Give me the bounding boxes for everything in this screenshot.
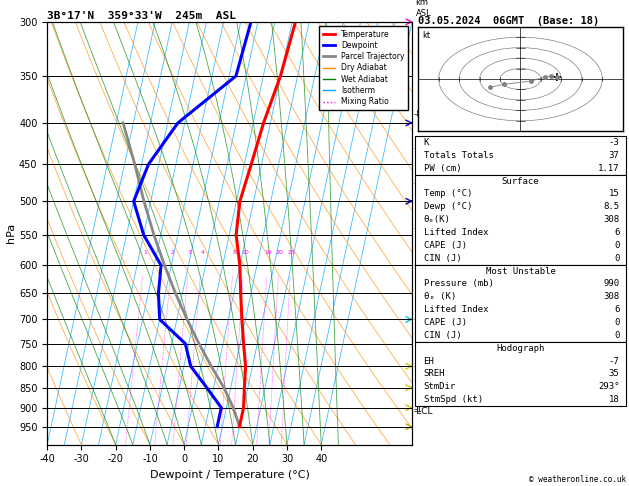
Bar (415, 174, 626, 265)
Text: Dewp (°C): Dewp (°C) (423, 202, 472, 211)
Text: 3: 3 (187, 250, 192, 255)
Text: 308: 308 (603, 292, 620, 301)
Text: Lifted Index: Lifted Index (423, 228, 488, 237)
Text: Mixing Ratio (g/kg): Mixing Ratio (g/kg) (439, 193, 448, 273)
Text: 35: 35 (609, 369, 620, 379)
Text: -5: -5 (414, 224, 423, 233)
Text: SREH: SREH (423, 369, 445, 379)
Text: θₑ (K): θₑ (K) (423, 292, 456, 301)
Text: Lifted Index: Lifted Index (423, 305, 488, 314)
Text: 1.17: 1.17 (598, 164, 620, 173)
Text: -2: -2 (414, 362, 423, 371)
Text: Temp (°C): Temp (°C) (423, 190, 472, 198)
X-axis label: Dewpoint / Temperature (°C): Dewpoint / Temperature (°C) (150, 470, 309, 480)
Text: -3: -3 (414, 315, 423, 324)
Text: 0: 0 (614, 331, 620, 340)
Text: PW (cm): PW (cm) (423, 164, 461, 173)
Text: K: K (423, 138, 429, 147)
Text: Pressure (mb): Pressure (mb) (423, 279, 493, 289)
Text: StmSpd (kt): StmSpd (kt) (423, 395, 482, 404)
Text: 2: 2 (170, 250, 174, 255)
Text: Most Unstable: Most Unstable (486, 267, 555, 276)
Text: θₑ(K): θₑ(K) (423, 215, 450, 224)
Bar (415, 136, 626, 174)
Text: km
ASL: km ASL (416, 0, 431, 17)
Text: CIN (J): CIN (J) (423, 254, 461, 263)
Text: 0: 0 (614, 254, 620, 263)
Bar (415, 342, 626, 406)
Text: -4: -4 (414, 261, 423, 270)
Text: 25: 25 (287, 250, 296, 255)
Text: -6: -6 (414, 179, 423, 188)
Y-axis label: hPa: hPa (6, 223, 16, 243)
Legend: Temperature, Dewpoint, Parcel Trajectory, Dry Adiabat, Wet Adiabat, Isotherm, Mi: Temperature, Dewpoint, Parcel Trajectory… (320, 26, 408, 110)
Text: -LCL: -LCL (414, 407, 433, 416)
Text: CIN (J): CIN (J) (423, 331, 461, 340)
Text: Hodograph: Hodograph (496, 344, 545, 353)
Text: Totals Totals: Totals Totals (423, 151, 493, 160)
Text: -1: -1 (414, 405, 423, 414)
Text: 10: 10 (241, 250, 248, 255)
Text: -3: -3 (609, 138, 620, 147)
Text: 990: 990 (603, 279, 620, 289)
Text: © weatheronline.co.uk: © weatheronline.co.uk (529, 474, 626, 484)
Text: 15: 15 (609, 190, 620, 198)
Text: 18: 18 (609, 395, 620, 404)
Text: 03.05.2024  06GMT  (Base: 18): 03.05.2024 06GMT (Base: 18) (418, 16, 599, 26)
Text: 0: 0 (614, 241, 620, 250)
Text: EH: EH (423, 357, 434, 365)
Text: 6: 6 (614, 228, 620, 237)
Text: -7: -7 (414, 144, 423, 153)
Text: 1: 1 (143, 250, 147, 255)
Text: StmDir: StmDir (423, 382, 456, 391)
Text: 308: 308 (603, 215, 620, 224)
Bar (415, 265, 626, 342)
Text: CAPE (J): CAPE (J) (423, 241, 467, 250)
Text: 293°: 293° (598, 382, 620, 391)
Text: 0: 0 (614, 318, 620, 327)
Text: 16: 16 (264, 250, 272, 255)
Text: 37: 37 (609, 151, 620, 160)
Text: 8.5: 8.5 (603, 202, 620, 211)
Text: 8: 8 (232, 250, 236, 255)
Text: 4: 4 (200, 250, 204, 255)
Text: 20: 20 (276, 250, 284, 255)
Text: CAPE (J): CAPE (J) (423, 318, 467, 327)
Text: kt: kt (423, 31, 430, 40)
Text: 6: 6 (614, 305, 620, 314)
Text: -7: -7 (609, 357, 620, 365)
Text: Surface: Surface (502, 176, 539, 186)
Text: -8: -8 (414, 109, 423, 119)
Text: 3B°17'N  359°33'W  245m  ASL: 3B°17'N 359°33'W 245m ASL (47, 11, 236, 21)
